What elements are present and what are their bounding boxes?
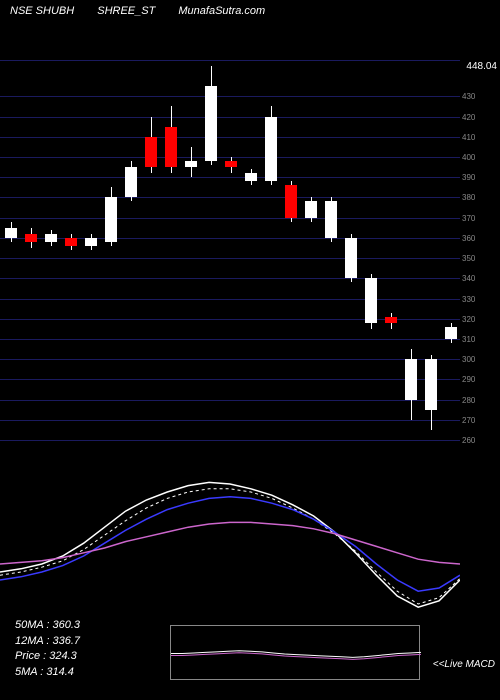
indicator-lines xyxy=(0,460,460,620)
macd-lines xyxy=(171,626,421,681)
candlestick-chart xyxy=(0,60,460,440)
macd-label: <<Live MACD xyxy=(433,659,495,670)
macd-inset xyxy=(170,625,420,680)
y-axis: 4304204104003903803703603503403303203103… xyxy=(460,60,500,440)
stats-block: 50MA : 360.3 12MA : 336.7 Price : 324.3 … xyxy=(15,618,80,680)
source-label: MunafaSutra.com xyxy=(178,5,265,17)
ma50-stat: 50MA : 360.3 xyxy=(15,618,80,633)
price-stat: Price : 324.3 xyxy=(15,649,80,664)
indicator-panel xyxy=(0,460,460,620)
symbol-label: SHREE_ST xyxy=(97,5,155,17)
ma5-stat: 5MA : 314.4 xyxy=(15,665,80,680)
ma12-stat: 12MA : 336.7 xyxy=(15,634,80,649)
chart-header: NSE SHUBH SHREE_ST MunafaSutra.com xyxy=(10,5,285,17)
exchange-label: NSE SHUBH xyxy=(10,5,74,17)
